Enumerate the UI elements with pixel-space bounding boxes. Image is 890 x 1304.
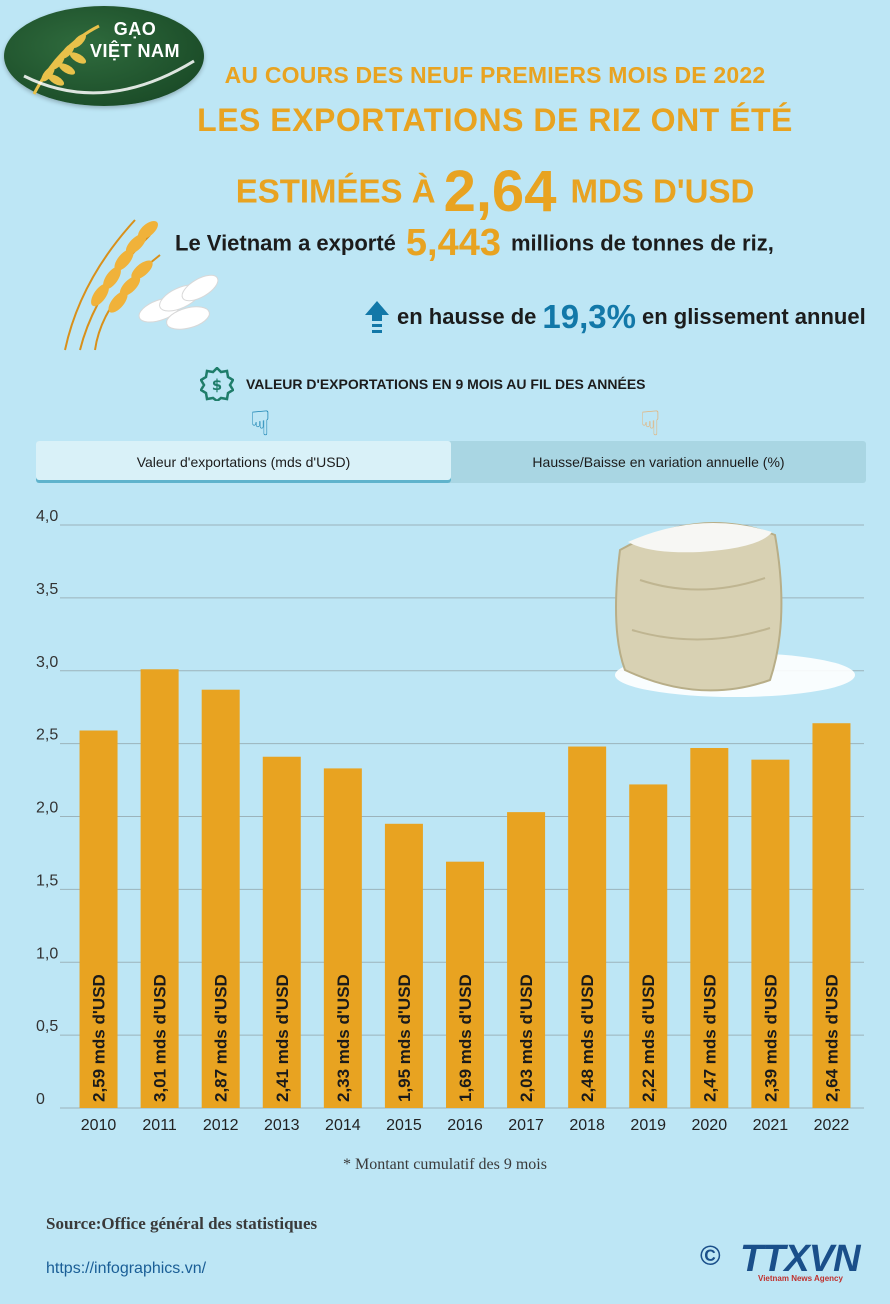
tab-export-value[interactable]: Valeur d'exportations (mds d'USD) <box>36 441 451 483</box>
y-tick-label: 3,5 <box>36 581 58 598</box>
bar-data-label: 2,64 mds d'USD <box>822 974 841 1102</box>
bar-data-label: 1,69 mds d'USD <box>456 974 475 1102</box>
bar <box>79 730 118 1108</box>
y-tick-label: 0,5 <box>36 1018 58 1035</box>
x-axis: 2010 2011 2012 2013 2014 2015 2016 2017 2018 2019… <box>81 1117 850 1134</box>
growth-post: en glissement annuel <box>641 304 866 329</box>
bar <box>812 723 851 1108</box>
rice-ear-icon <box>23 24 195 95</box>
bar-data-label: 2,59 mds d'USD <box>90 974 109 1102</box>
y-tick-label: 4,0 <box>36 508 58 525</box>
x-tick-label: 2019 <box>630 1117 666 1134</box>
bar <box>262 756 301 1108</box>
export-volume-value: 5,443 <box>405 222 501 264</box>
gao-vietnam-logo <box>4 6 204 106</box>
export-volume-post: millions de tonnes de riz, <box>511 230 774 256</box>
bar-data-label: 2,47 mds d'USD <box>700 974 719 1102</box>
headline-line3: ESTIMÉES À 2,64 MDS D'USD <box>120 158 870 225</box>
bar <box>568 746 607 1108</box>
growth-line: en hausse de 19,3% en glissement annuel <box>365 298 885 336</box>
ttxvn-sub: Vietnam News Agency <box>758 1274 843 1283</box>
x-tick-label: 2012 <box>203 1117 239 1134</box>
bar <box>201 689 240 1108</box>
y-tick-label: 2,0 <box>36 800 58 817</box>
pointing-hand-icon: ☟ <box>250 405 271 443</box>
x-tick-label: 2016 <box>447 1117 483 1134</box>
copyright-icon: © <box>700 1240 721 1271</box>
x-tick-label: 2015 <box>386 1117 422 1134</box>
tab-annual-change[interactable]: Hausse/Baisse en variation annuelle (%) <box>451 441 866 483</box>
y-tick-label: 3,0 <box>36 654 58 671</box>
bar-data-label: 3,01 mds d'USD <box>151 974 170 1102</box>
dollar-badge-icon: $ <box>200 367 234 401</box>
headline-value: 2,64 <box>443 159 557 224</box>
logo-text: GẠO VIỆT NAM <box>70 18 200 62</box>
y-tick-label: 0 <box>36 1091 45 1108</box>
logo-line1: GẠO <box>113 19 157 39</box>
growth-value: 19,3% <box>542 298 636 335</box>
headline-line3-pre: ESTIMÉES À <box>235 172 436 210</box>
headline-line2: LES EXPORTATIONS DE RIZ ONT ÉTÉ <box>197 102 793 138</box>
bar <box>751 759 790 1108</box>
footnote: * Montant cumulatif des 9 mois <box>343 1156 547 1173</box>
chart-tabs: Valeur d'exportations (mds d'USD) Hausse… <box>36 441 866 483</box>
x-tick-label: 2018 <box>569 1117 605 1134</box>
bar <box>690 747 729 1108</box>
bar <box>384 823 423 1108</box>
bar <box>140 669 179 1108</box>
y-tick-label: 1,0 <box>36 945 58 962</box>
bars: 2,59 mds d'USD 3,01 mds d'USD 2,87 mds d'U… <box>79 669 851 1108</box>
headline-line1: AU COURS DES NEUF PREMIERS MOIS DE 2022 <box>224 62 766 88</box>
bar <box>629 784 668 1108</box>
source-text: Source:Office général des statistiques <box>46 1214 318 1233</box>
svg-text:$: $ <box>212 376 222 394</box>
bar-data-label: 2,22 mds d'USD <box>639 974 658 1102</box>
bar <box>323 768 362 1108</box>
bar <box>507 812 546 1108</box>
tab-export-value-label: Valeur d'exportations (mds d'USD) <box>136 454 351 470</box>
y-tick-label: 2,5 <box>36 727 58 744</box>
x-tick-label: 2021 <box>753 1117 789 1134</box>
export-volume-pre: Le Vietnam a exporté <box>175 230 396 256</box>
x-tick-label: 2010 <box>81 1117 117 1134</box>
x-tick-label: 2017 <box>508 1117 544 1134</box>
bar-data-label: 2,03 mds d'USD <box>517 974 536 1102</box>
bar-data-label: 2,39 mds d'USD <box>761 974 780 1102</box>
bar-data-label: 2,33 mds d'USD <box>334 974 353 1102</box>
pointing-hand-icon: ☟ <box>640 405 661 443</box>
rice-grain-illustration <box>64 219 219 351</box>
arrow-up-icon <box>365 301 389 333</box>
bar <box>446 861 484 1108</box>
bar-data-label: 2,87 mds d'USD <box>212 974 231 1102</box>
bar-data-label: 1,95 mds d'USD <box>395 974 414 1102</box>
x-tick-label: 2014 <box>325 1117 361 1134</box>
export-value-bar-chart: 0 0,5 1,0 1,5 2,0 2,5 3,0 3,5 4,0 2,59 mds d'USD… <box>36 508 864 1134</box>
tab-annual-change-label: Hausse/Baisse en variation annuelle (%) <box>532 454 785 470</box>
growth-pre: en hausse de <box>397 304 537 329</box>
bar-data-label: 2,41 mds d'USD <box>273 974 292 1102</box>
x-tick-label: 2013 <box>264 1117 300 1134</box>
export-volume-line: Le Vietnam a exporté 5,443 millions de ton… <box>175 222 825 265</box>
headline-line3-post: MDS D'USD <box>570 172 755 210</box>
y-axis: 0 0,5 1,0 1,5 2,0 2,5 3,0 3,5 4,0 <box>36 508 58 1108</box>
x-tick-label: 2011 <box>142 1117 177 1134</box>
logo-line2: VIỆT NAM <box>89 41 180 61</box>
section-label-text: VALEUR D'EXPORTATIONS EN 9 MOIS AU FIL D… <box>246 376 646 392</box>
x-tick-label: 2020 <box>692 1117 728 1134</box>
ttxvn-brand: TTXVN <box>740 1238 861 1280</box>
rice-sack-illustration <box>615 522 855 697</box>
infographics-link[interactable]: https://infographics.vn/ <box>46 1260 207 1277</box>
bar-data-label: 2,48 mds d'USD <box>578 974 597 1102</box>
y-tick-label: 1,5 <box>36 872 58 889</box>
x-tick-label: 2022 <box>814 1117 850 1134</box>
section-label: $ VALEUR D'EXPORTATIONS EN 9 MOIS AU FIL… <box>200 367 646 401</box>
ttxvn-logo: © TTXVN Vietnam News Agency <box>700 1238 870 1288</box>
